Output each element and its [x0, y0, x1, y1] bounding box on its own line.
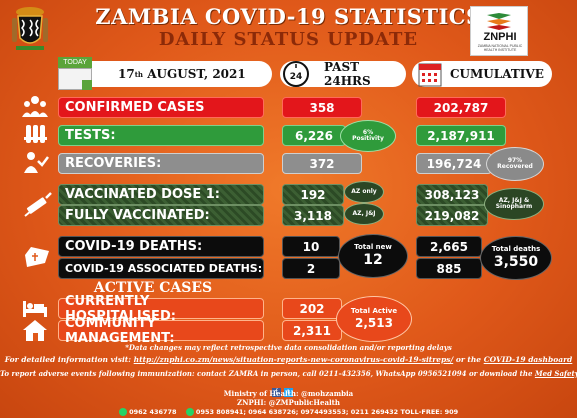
- adverse-text: To report adverse events following immun…: [0, 369, 535, 378]
- total-deaths-value: 3,550: [493, 254, 539, 271]
- home-icon: [23, 320, 47, 341]
- fully-vaccinated-cumulative: 219,082: [416, 205, 488, 226]
- total-active-value: 2,513: [355, 316, 393, 331]
- vaccinated-dose1-cumulative: 308,123: [416, 184, 488, 205]
- vaccinated-dose1-label: VACCINATED DOSE 1:: [58, 184, 264, 205]
- recovered-bubble: 97% Recovered: [486, 147, 544, 181]
- fully-vaccinated-past: 3,118: [282, 205, 344, 226]
- recoveries-cumulative: 196,724: [416, 153, 492, 174]
- today-icon-label: TODAY: [58, 57, 92, 68]
- znphi-logo-tagline: ZAMBIA NATIONAL PUBLIC HEALTH INSTITUTE: [477, 44, 523, 52]
- vaccine-types-bubble: AZ, J&J & Sinopharm: [484, 188, 544, 220]
- syringe-icon: [24, 192, 52, 217]
- coat-of-arms-icon: [12, 7, 48, 50]
- total-deaths-bubble: Total deaths 3,550: [480, 236, 552, 280]
- recovery-icon: [24, 152, 49, 173]
- community-management-value: 2,311: [282, 320, 342, 341]
- deaths-label: COVID-19 DEATHS:: [58, 236, 264, 257]
- positivity-value: 6%: [362, 128, 374, 136]
- today-calendar-icon: TODAY: [58, 57, 92, 90]
- active-cases-title: ACTIVE CASES: [93, 280, 213, 296]
- total-active-bubble: Total Active 2,513: [336, 296, 412, 342]
- recovered-value: 97%: [507, 156, 523, 164]
- associated-deaths-label: COVID-19 ASSOCIATED DEATHS:: [58, 258, 264, 279]
- med-safety-link[interactable]: Med Safety app: [534, 369, 577, 378]
- confirmed-cases-cumulative: 202,787: [416, 97, 506, 118]
- info-prefix: For detailed information visit:: [4, 355, 134, 364]
- associated-deaths-cumulative: 885: [416, 258, 482, 279]
- whatsapp-icon: [118, 408, 127, 416]
- community-management-label: COMMUNITY MANAGEMENT:: [58, 316, 264, 346]
- coffin-icon: [25, 247, 49, 267]
- confirmed-cases-label: CONFIRMED CASES: [58, 97, 264, 118]
- page-subtitle: DAILY STATUS UPDATE: [158, 29, 419, 50]
- sitreps-link[interactable]: http://znphi.co.zm/news/situation-report…: [133, 355, 454, 364]
- date-rest: AUGUST, 2021: [143, 67, 246, 81]
- znphi-handle: ZNPHI: @ZMPublicHealth: [237, 398, 340, 407]
- phone-2: 0953 808941; 0964 638726; 0974493553; 02…: [195, 408, 459, 416]
- date-suffix: th: [134, 69, 144, 79]
- total-active-label: Total Active: [350, 307, 398, 316]
- info-mid: or the: [453, 355, 484, 364]
- tests-cumulative: 2,187,911: [416, 125, 506, 146]
- tests-past: 6,226: [282, 125, 346, 146]
- 24hr-clock-icon: 24: [283, 61, 309, 87]
- facebook-icon[interactable]: f: [272, 388, 281, 397]
- past-24hrs-header: 24 PAST 24HRS: [280, 60, 406, 88]
- fully-note: AZ, J&J: [352, 209, 376, 217]
- deaths-past: 10: [282, 236, 340, 257]
- tests-label: TESTS:: [58, 125, 264, 146]
- phone-line: 0962 436778 0953 808941; 0964 638726; 09…: [0, 408, 577, 416]
- deaths-cumulative: 2,665: [416, 236, 482, 257]
- past-24hrs-label: PAST 24HRS: [324, 60, 371, 88]
- adverse-events-line: To report adverse events following immun…: [0, 369, 577, 378]
- total-deaths-label: Total deaths: [491, 244, 541, 253]
- hospitalised-value: 202: [282, 298, 342, 319]
- vaccine-types-note: AZ, J&J & Sinopharm: [495, 196, 533, 210]
- page-title: ZAMBIA COVID-19 STATISTICS: [95, 4, 482, 29]
- phone-icon: [185, 408, 194, 416]
- cumulative-header: CUMULATIVE: [412, 61, 552, 87]
- recoveries-label: RECOVERIES:: [58, 153, 264, 174]
- twitter-icon[interactable]: t: [284, 388, 293, 397]
- date-day: 17: [118, 67, 135, 81]
- positivity-bubble: 6% Positivity: [340, 120, 396, 152]
- recovered-label: Recovered: [497, 163, 533, 170]
- cumulative-label: CUMULATIVE: [450, 67, 544, 81]
- data-note: *Data changes may reflect retrospective …: [125, 343, 452, 352]
- vaccinated-dose1-past: 192: [282, 184, 344, 205]
- total-new-value: 12: [363, 252, 383, 269]
- fully-note-bubble: AZ, J&J: [344, 203, 384, 225]
- znphi-logo: ZNPHI ZAMBIA NATIONAL PUBLIC HEALTH INST…: [470, 6, 528, 56]
- hospital-bed-icon: [23, 301, 47, 317]
- dose1-note: AZ only: [351, 187, 377, 195]
- total-new-label: Total new: [354, 242, 392, 251]
- 24hr-clock-label: 24: [290, 72, 303, 82]
- ministry-handles: Ministry of Health: @mohzambia ZNPHI: @Z…: [0, 389, 577, 407]
- calendar-icon: [418, 63, 442, 87]
- recoveries-past: 372: [282, 153, 362, 174]
- phone-1: 0962 436778: [129, 408, 177, 416]
- positivity-label: Positivity: [352, 135, 384, 142]
- ministry-handle: Ministry of Health: @mohzambia: [223, 389, 354, 398]
- dose1-note-bubble: AZ only: [344, 181, 384, 203]
- confirmed-cases-past: 358: [282, 97, 362, 118]
- znphi-logo-icon: [487, 13, 511, 30]
- total-new-deaths-bubble: Total new 12: [338, 234, 408, 278]
- info-line: For detailed information visit: http://z…: [0, 355, 577, 364]
- test-tubes-icon: [24, 125, 47, 143]
- associated-deaths-past: 2: [282, 258, 340, 279]
- znphi-logo-name: ZNPHI: [483, 31, 517, 43]
- dashboard-link[interactable]: COVID-19 dashboard: [483, 355, 573, 364]
- virus-crowd-icon: [22, 96, 48, 117]
- fully-vaccinated-label: FULLY VACCINATED:: [58, 205, 264, 226]
